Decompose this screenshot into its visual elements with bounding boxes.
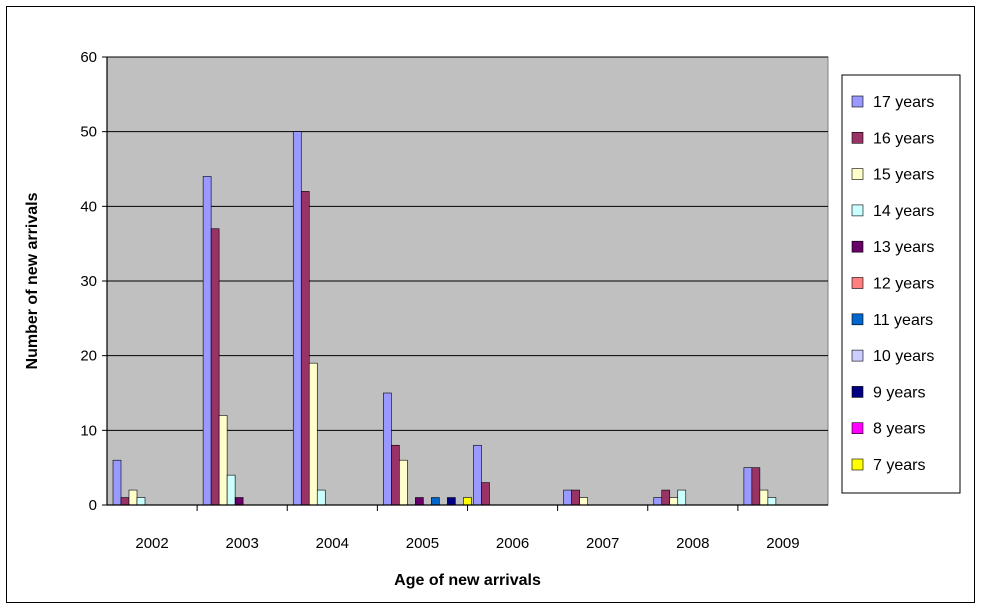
legend-swatch [852,205,863,216]
legend-label: 8 years [873,421,925,438]
y-axis-title: Number of new arrivals [24,192,41,369]
bar [662,490,670,505]
legend-label: 9 years [873,384,925,401]
bar [203,176,211,505]
legend-label: 7 years [873,457,925,474]
bar [383,393,391,505]
bar [580,498,588,505]
bar [654,498,662,505]
x-tick-label: 2002 [135,535,168,552]
x-axis-title: Age of new arrivals [394,572,541,589]
bar [309,363,317,505]
bar [744,468,752,505]
legend-label: 14 years [873,203,934,220]
y-tick-label: 50 [80,124,97,141]
bar [752,468,760,505]
bar [572,490,580,505]
legend-swatch [852,423,863,434]
legend-label: 11 years [873,312,933,329]
bar [760,490,768,505]
bar [219,415,227,505]
legend: 17 years 16 years 15 years 14 years 13 years… [842,75,960,493]
bar [678,490,686,505]
y-tick-label: 30 [80,273,97,290]
bar [482,483,490,505]
y-tick-label: 0 [89,497,97,514]
bar [431,498,439,505]
bar [293,132,301,505]
y-tick-label: 60 [80,49,97,66]
bar [113,460,121,505]
bar [317,490,325,505]
y-tick-label: 20 [80,348,97,365]
bar [447,498,455,505]
legend-label: 10 years [873,348,934,365]
bar [137,498,145,505]
legend-label: 16 years [873,130,934,147]
bar [474,445,482,505]
legend-label: 17 years [873,94,934,111]
legend-label: 13 years [873,239,934,256]
bar [768,498,776,505]
x-tick-label: 2004 [316,535,349,552]
legend-swatch [852,350,863,361]
x-tick-label: 2005 [406,535,439,552]
y-tick-label: 10 [80,422,97,439]
legend-label: 12 years [873,276,934,293]
legend-swatch [852,96,863,107]
bar [670,498,678,505]
legend-swatch [852,386,863,397]
legend-swatch [852,132,863,143]
legend-swatch [852,278,863,289]
legend-label: 15 years [873,167,934,184]
x-tick-label: 2003 [226,535,259,552]
bar [227,475,235,505]
y-tick-label: 40 [80,198,97,215]
bar [211,229,219,505]
x-tick-label: 2007 [586,535,619,552]
bar [564,490,572,505]
legend-swatch [852,169,863,180]
bar [399,460,407,505]
x-tick-label: 2006 [496,535,529,552]
legend-swatch [852,241,863,252]
bar [301,191,309,505]
x-tick-label: 2008 [676,535,709,552]
bar [235,498,243,505]
x-tick-labels: 2002 2003 2004 2005 2006 2007 2008 2009 [135,535,799,552]
bar [121,498,129,505]
bar [463,498,471,505]
bar [129,490,137,505]
bar [415,498,423,505]
legend-swatch [852,459,863,470]
legend-swatch [852,314,863,325]
y-tick-labels: 0 10 20 30 40 50 60 [80,49,97,514]
bar [391,445,399,505]
x-tick-label: 2009 [766,535,799,552]
